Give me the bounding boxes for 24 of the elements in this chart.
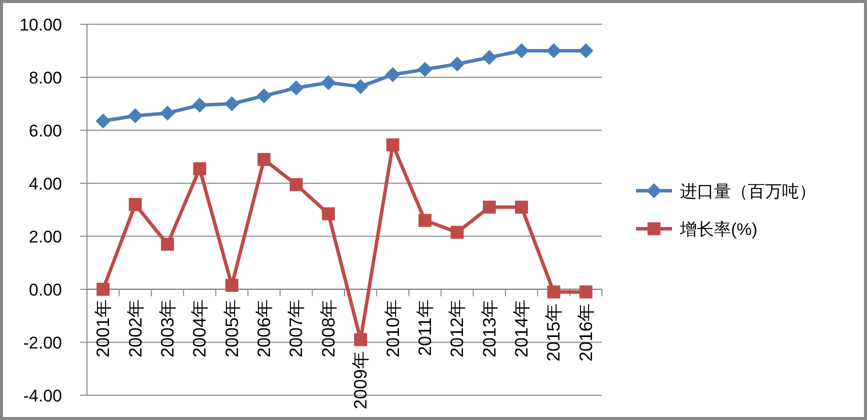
x-tick-label: 2014年 (512, 299, 532, 358)
x-tick-label: 2010年 (382, 299, 403, 358)
x-tick-label: 2007年 (286, 299, 306, 358)
x-tick-label: 2001年 (93, 299, 114, 358)
x-tick-label: 2012年 (447, 299, 468, 358)
x-tick-label: 2016年 (576, 303, 596, 362)
y-tick-label: 6.00 (28, 121, 62, 140)
x-tick-label: 2005年 (222, 299, 242, 358)
x-tick-label: 2009年 (350, 351, 371, 410)
x-tick-label: 2008年 (318, 299, 338, 358)
y-tick-label: 4.00 (28, 174, 62, 194)
y-tick-label: 8.00 (28, 68, 62, 88)
x-tick-label: 2002年 (125, 299, 146, 358)
x-tick-label: 2013年 (479, 299, 500, 358)
x-tick-label: 2011年 (414, 299, 435, 356)
y-tick-label: 2.00 (28, 227, 62, 246)
x-tick-label: 2004年 (190, 299, 210, 358)
y-tick-label: -2.00 (23, 333, 62, 352)
y-tick-label: 0.00 (28, 280, 62, 300)
y-tick-label: -4.00 (23, 386, 62, 406)
x-tick-label: 2015年 (544, 303, 564, 362)
x-tick-label: 2006年 (254, 299, 274, 358)
x-tick-label: 2003年 (157, 299, 178, 358)
y-tick-label: 10.00 (19, 15, 62, 34)
